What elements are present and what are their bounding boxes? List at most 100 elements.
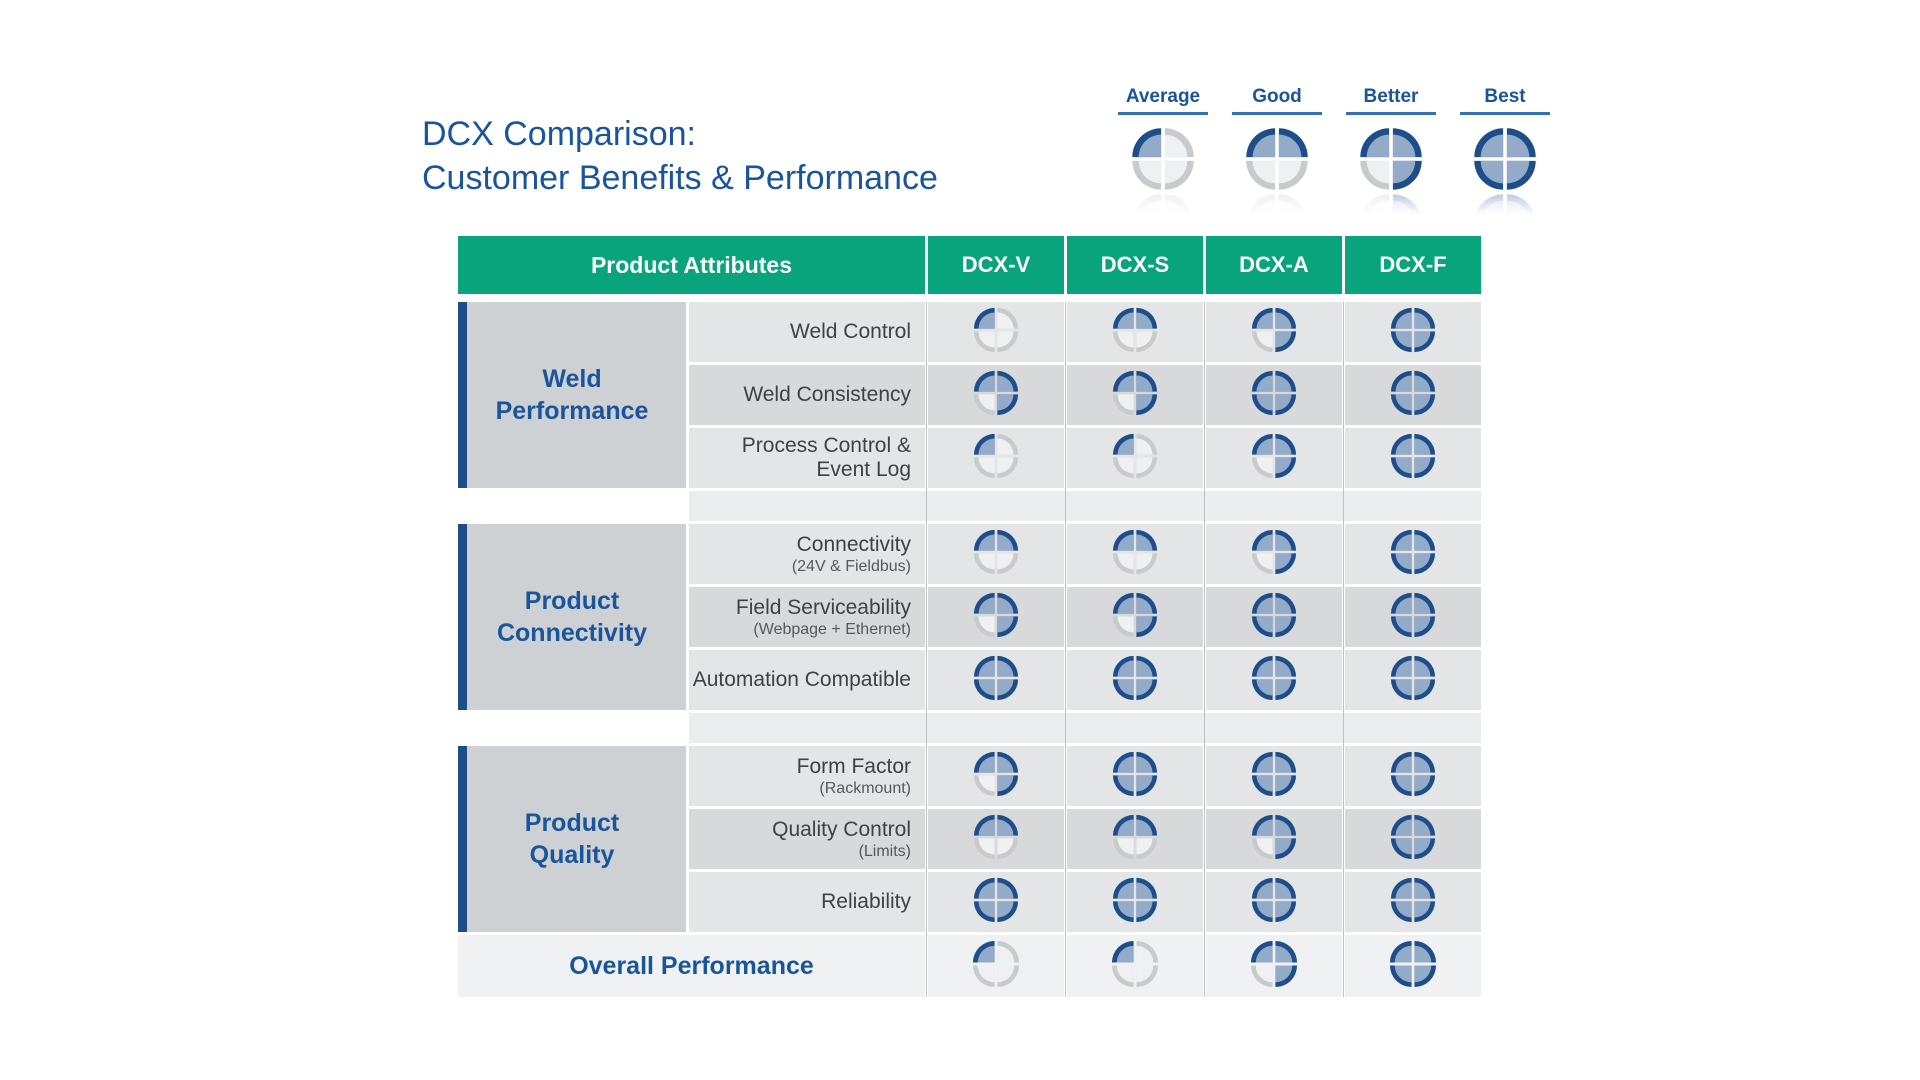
rating-ball-4: [1251, 751, 1297, 802]
row-sublabel: (Webpage + Ethernet): [753, 620, 911, 638]
legend-item-best: Best: [1455, 86, 1555, 219]
rating-ball-svg: [1112, 751, 1158, 796]
page-title-line-2: Customer Benefits & Performance: [422, 159, 938, 197]
rating-cell-dcx-a: [1206, 428, 1342, 488]
row-sublabel: (24V & Fieldbus): [791, 557, 911, 575]
rating-ball-4: [1390, 307, 1436, 358]
group-cell-weld-performance: Weld Performance: [458, 302, 686, 488]
rating-cell-dcx-a: [1206, 302, 1342, 362]
rating-ball-svg: [1360, 194, 1422, 219]
row-label: Automation Compatible: [692, 668, 911, 691]
rating-ball-svg: [1246, 194, 1308, 219]
legend-label: Average: [1118, 86, 1208, 115]
row-label: Weld Consistency: [743, 383, 911, 406]
rating-ball-svg: [973, 529, 1019, 574]
rating-ball-svg: [1112, 433, 1158, 478]
group-label-line: Weld: [542, 365, 602, 393]
group-label-line: Performance: [495, 397, 649, 425]
rating-cell-dcx-f: [1345, 650, 1481, 710]
rating-ball-3: [973, 751, 1019, 802]
row-label-cell: Automation Compatible: [689, 650, 925, 710]
rating-ball-4: [1390, 529, 1436, 580]
row-label: Form Factor: [796, 754, 911, 778]
rating-ball-3: [1112, 592, 1158, 643]
rating-ball-1: [1111, 940, 1159, 993]
rating-ball-svg: [1390, 814, 1436, 859]
rating-ball-svg: [1251, 751, 1297, 796]
rating-cell-dcx-a: [1206, 746, 1342, 806]
rating-ball-4: [1390, 814, 1436, 865]
rating-cell-dcx-a: [1206, 809, 1342, 869]
rating-ball-svg: [1246, 128, 1308, 190]
legend-label: Better: [1346, 86, 1436, 115]
rating-ball-svg: [1250, 940, 1298, 987]
row-sublabel: (Rackmount): [819, 779, 911, 797]
rating-ball-svg: [973, 877, 1019, 922]
rating-cell-dcx-f: [1345, 428, 1481, 488]
row-label: Connectivity: [796, 532, 911, 556]
rating-ball-svg: [1390, 529, 1436, 574]
rating-ball-svg: [1112, 655, 1158, 700]
rating-cell-dcx-f: [1345, 872, 1481, 932]
rating-ball-3: [1250, 940, 1298, 993]
rating-ball-4: [1390, 592, 1436, 643]
rating-ball-svg: [1112, 529, 1158, 574]
group-label-line: Product: [524, 587, 620, 615]
rating-ball-3: [1251, 529, 1297, 580]
rating-ball-svg: [1251, 529, 1297, 574]
rating-ball-3: [973, 370, 1019, 421]
rating-ball-svg: [973, 307, 1019, 352]
rating-ball-svg: [973, 814, 1019, 859]
row-label: Process Control & Event Log: [741, 434, 911, 481]
rating-ball-2: [973, 529, 1019, 580]
rating-ball-svg: [1390, 592, 1436, 637]
rating-cell-dcx-a: [1206, 365, 1342, 425]
rating-cell-dcx-v: [928, 587, 1064, 647]
rating-cell-dcx-v: [928, 650, 1064, 710]
rating-cell-dcx-a: [1206, 650, 1342, 710]
rating-ball-3: [1251, 307, 1297, 358]
header-cell-dcx-s: DCX-S: [1067, 236, 1203, 294]
rating-ball-3: [1359, 127, 1423, 191]
page-title-line-1: DCX Comparison:: [422, 115, 696, 153]
row-label: Reliability: [821, 890, 911, 913]
rating-ball-svg: [973, 592, 1019, 637]
rating-cell-dcx-s: [1067, 650, 1203, 710]
overall-rating-cell-dcx-f: [1345, 935, 1481, 997]
legend-item-good: Good: [1227, 86, 1327, 219]
column-separator: [1065, 302, 1066, 997]
rating-ball-svg: [1390, 655, 1436, 700]
rating-cell-dcx-a: [1206, 587, 1342, 647]
row-label: Field Serviceability: [735, 595, 911, 619]
group-label-line: Product: [524, 809, 620, 837]
rating-ball-2: [1112, 529, 1158, 580]
rating-cell-dcx-s: [1067, 302, 1203, 362]
rating-ball-svg: [1390, 433, 1436, 478]
legend-label: Best: [1460, 86, 1550, 115]
rating-ball-svg: [1132, 128, 1194, 190]
rating-ball-4: [1390, 370, 1436, 421]
rating-ball-svg: [1251, 370, 1297, 415]
rating-ball-4: [1473, 127, 1537, 191]
rating-ball-svg: [1474, 128, 1536, 190]
rating-cell-dcx-f: [1345, 302, 1481, 362]
rating-ball-4: [1251, 592, 1297, 643]
rating-cell-dcx-s: [1067, 524, 1203, 584]
rating-ball-1: [973, 433, 1019, 484]
rating-ball-4: [1390, 655, 1436, 706]
rating-ball-svg: [1251, 592, 1297, 637]
rating-cell-dcx-a: [1206, 524, 1342, 584]
header-cell-dcx-f: DCX-F: [1345, 236, 1481, 294]
legend-ball-reflection: [1131, 193, 1195, 219]
row-label-cell: Connectivity (24V & Fieldbus): [689, 524, 925, 584]
rating-cell-dcx-v: [928, 872, 1064, 932]
rating-ball-svg: [1112, 307, 1158, 352]
group-cell-product-quality: Product Quality: [458, 746, 686, 932]
rating-ball-svg: [1360, 128, 1422, 190]
rating-ball-svg: [1390, 307, 1436, 352]
header-cell-dcx-a: DCX-A: [1206, 236, 1342, 294]
rating-ball-2: [1112, 307, 1158, 358]
rating-cell-dcx-s: [1067, 746, 1203, 806]
rating-cell-dcx-f: [1345, 587, 1481, 647]
rating-ball-svg: [1112, 814, 1158, 859]
